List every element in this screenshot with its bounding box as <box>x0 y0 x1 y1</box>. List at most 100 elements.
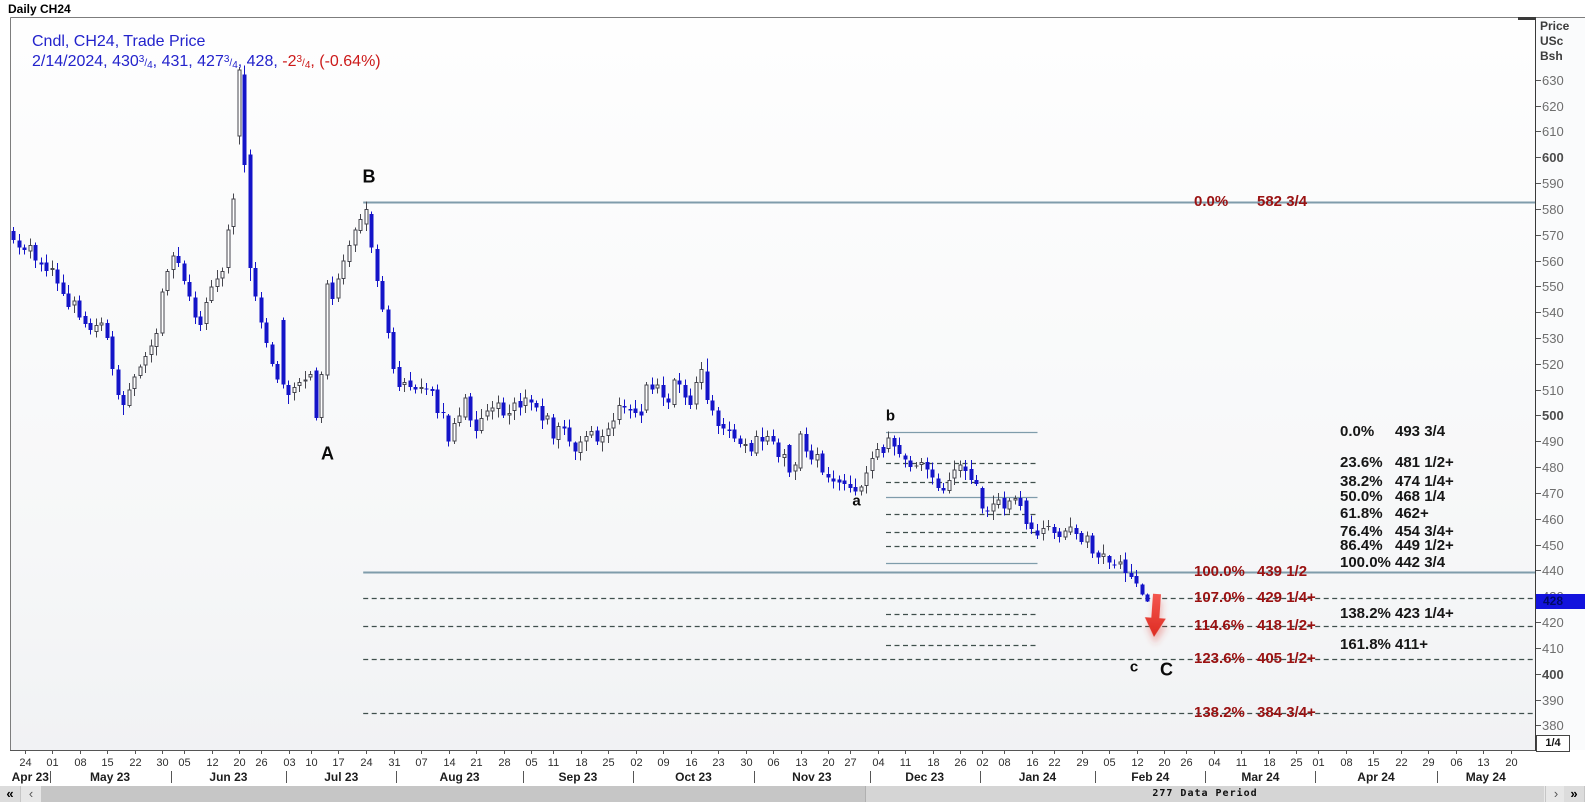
scrollbar-thumb[interactable] <box>865 786 1545 802</box>
candle-body <box>110 336 115 369</box>
candle-body <box>160 291 165 334</box>
time-month-separator <box>980 771 981 783</box>
scroll-far-left-button[interactable]: « <box>0 786 20 802</box>
time-week-label: 05 <box>1103 757 1116 769</box>
candle-body <box>435 389 440 413</box>
candle-body <box>330 282 335 300</box>
time-week-label: 14 <box>443 757 456 769</box>
time-week-label: 11 <box>1235 757 1248 769</box>
time-month-separator <box>870 771 871 783</box>
candle-body <box>171 255 176 271</box>
fib-level-label: 86.4% 449 1/2+ <box>1340 538 1585 554</box>
candle-body <box>721 423 726 429</box>
candle-body <box>1052 527 1057 533</box>
candle-body <box>39 262 44 265</box>
candle-body <box>253 268 258 297</box>
time-week-label: 08 <box>998 757 1011 769</box>
time-week-label: 04 <box>872 757 885 769</box>
candle-body <box>727 429 732 431</box>
candle-body <box>853 487 858 492</box>
candle-body <box>341 260 346 280</box>
candle-body <box>1057 531 1062 537</box>
candle-body <box>369 214 374 248</box>
time-week-label: 17 <box>332 757 345 769</box>
candle-body <box>1013 498 1018 501</box>
candle-body <box>600 436 605 443</box>
candle-body <box>1029 522 1034 530</box>
fib-level-label: 138.2% 423 1/4+ <box>1340 606 1585 622</box>
price-tick-label: 550 <box>1542 278 1564 294</box>
candle-body <box>760 436 765 442</box>
price-tick-label: 420 <box>1542 614 1564 630</box>
candle-body <box>617 405 622 420</box>
candle-body <box>50 268 55 271</box>
candle-body <box>694 381 699 405</box>
candle-body <box>1063 530 1068 538</box>
candle-body <box>413 387 418 390</box>
fib-level-label: 100.0% 439 1/2 <box>1194 564 1454 580</box>
candle-body <box>567 427 572 442</box>
candle-body <box>512 402 517 411</box>
candle-body <box>562 426 567 429</box>
candle-body <box>452 423 457 442</box>
time-month-separator <box>1205 771 1206 783</box>
candle-body <box>798 433 803 469</box>
candle-body <box>457 415 462 424</box>
scroll-right-button[interactable]: › <box>1546 786 1566 802</box>
elliott-wave-label-c: c <box>1129 658 1139 675</box>
candle-body <box>380 281 385 310</box>
candle-body <box>248 154 253 269</box>
candle-body <box>231 198 236 227</box>
price-tick-label: 630 <box>1542 72 1564 88</box>
candle-body <box>204 301 209 324</box>
candle-body <box>611 420 616 429</box>
candle-body <box>138 366 143 377</box>
candle-body <box>507 412 512 416</box>
scroll-far-right-button[interactable]: » <box>1564 786 1584 802</box>
time-week-label: 20 <box>822 757 835 769</box>
fib-level-label: 0.0% 582 3/4 <box>1194 194 1454 210</box>
candle-body <box>375 248 380 282</box>
candle-body <box>870 458 875 471</box>
candle-body <box>1140 584 1145 595</box>
candle-body <box>17 240 22 248</box>
time-week-label: 30 <box>156 757 169 769</box>
price-tick-label: 510 <box>1542 382 1564 398</box>
candle-body <box>33 245 38 261</box>
candle-body <box>859 486 864 492</box>
fib-set-secondary <box>886 431 1038 647</box>
candle-body <box>793 464 798 472</box>
scroll-left-button[interactable]: ‹ <box>21 786 41 802</box>
fib-level-value: 449 1/2+ <box>1395 537 1454 554</box>
candle-body <box>776 442 781 457</box>
candle-body <box>936 478 941 488</box>
candle-body <box>908 460 913 468</box>
candle-body <box>771 436 776 442</box>
time-month-separator <box>1437 771 1438 783</box>
price-tick-label: 600 <box>1542 149 1564 165</box>
candle-body <box>281 319 286 385</box>
fib-level-value: 481 1/2+ <box>1395 454 1454 471</box>
candle-body <box>430 388 435 391</box>
candle-body <box>1112 564 1117 566</box>
fib-level-pct: 138.2% <box>1340 605 1391 622</box>
candle-body <box>292 387 297 393</box>
candle-body <box>1018 498 1023 506</box>
time-scrollbar[interactable]: 277 Data Period « ‹ › » <box>0 786 1585 802</box>
plot-area[interactable] <box>11 18 1535 750</box>
price-tick-label: 560 <box>1542 253 1564 269</box>
candle-body <box>193 297 198 318</box>
candle-body <box>573 442 578 452</box>
candle-body <box>991 503 996 512</box>
candle-body <box>1107 556 1112 563</box>
fib-set-primary <box>363 201 1535 715</box>
candle-body <box>639 411 644 416</box>
candle-body <box>149 345 154 355</box>
candle-body <box>490 407 495 412</box>
time-month-separator <box>633 771 634 783</box>
candle-body <box>672 379 677 406</box>
candle-body <box>952 469 957 479</box>
candle-body <box>99 322 104 326</box>
candle-body <box>716 410 721 426</box>
